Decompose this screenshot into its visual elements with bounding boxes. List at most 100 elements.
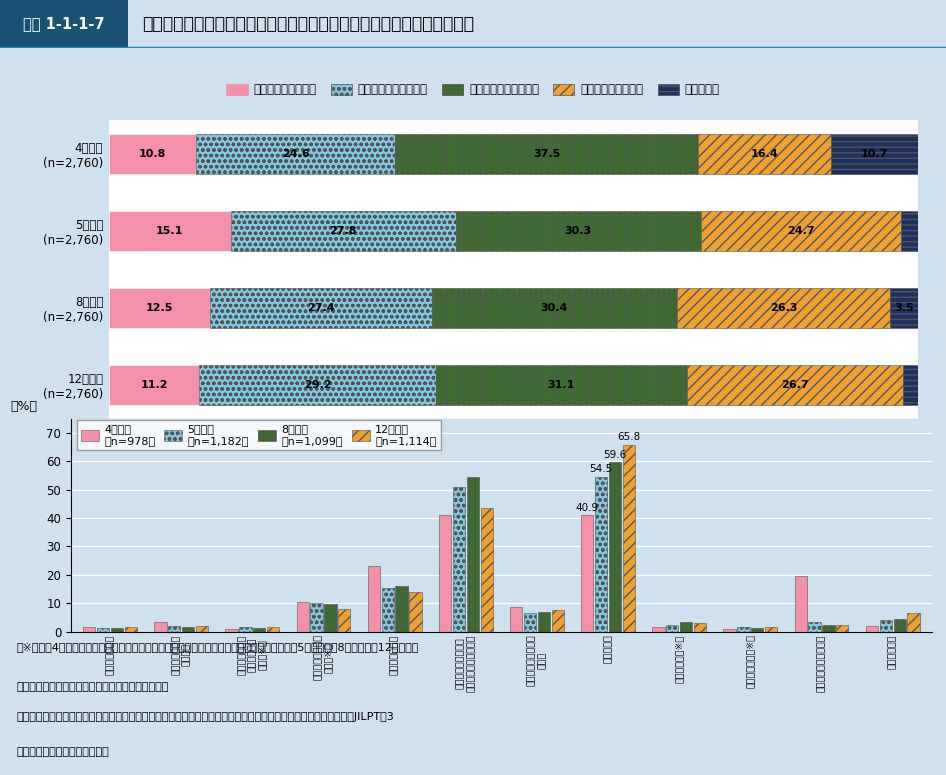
Bar	[410, 592, 422, 632]
Text: 65.8: 65.8	[618, 432, 640, 443]
Bar	[595, 477, 607, 632]
Bar	[324, 604, 337, 632]
Bar	[395, 133, 698, 174]
FancyBboxPatch shape	[0, 0, 128, 48]
Text: 30.3: 30.3	[565, 226, 592, 236]
Bar	[125, 628, 137, 632]
Bar	[890, 288, 919, 328]
Bar	[381, 587, 394, 632]
Bar	[297, 601, 308, 632]
Bar	[111, 629, 123, 632]
Bar	[267, 626, 279, 632]
Text: 27.8: 27.8	[329, 226, 357, 236]
Bar	[97, 629, 109, 632]
Bar	[907, 613, 920, 632]
Bar	[83, 626, 96, 632]
Bar	[466, 477, 479, 632]
Bar	[435, 365, 687, 405]
Text: 11.2: 11.2	[140, 380, 167, 390]
Legend: 4月調査
（n=978）, 5月調査
（n=1,182）, 8月調査
（n=1,099）, 12月調査
（n=1,114）: 4月調査 （n=978）, 5月調査 （n=1,182）, 8月調査 （n=1,…	[77, 420, 441, 450]
Text: 図表 1-1-1-7: 図表 1-1-1-7	[23, 16, 105, 32]
Bar	[880, 620, 892, 632]
Text: 10.8: 10.8	[139, 149, 166, 159]
Bar	[231, 211, 456, 251]
Bar	[239, 628, 252, 632]
Bar	[225, 629, 237, 632]
Bar	[368, 567, 380, 632]
Bar	[196, 626, 208, 632]
Text: 29.2: 29.2	[304, 380, 331, 390]
Text: 26.7: 26.7	[781, 380, 809, 390]
Bar	[832, 133, 918, 174]
Bar	[453, 487, 465, 632]
Bar	[200, 365, 435, 405]
Text: 59.6: 59.6	[604, 450, 626, 460]
Bar	[866, 626, 878, 632]
Bar	[687, 365, 903, 405]
Bar	[609, 462, 622, 632]
Text: 30.4: 30.4	[541, 303, 569, 313]
Text: 新型コロナウイルス感染症に関連した自身の雇用や収入にかかわる影響: 新型コロナウイルス感染症に関連した自身の雇用や収入にかかわる影響	[142, 15, 474, 33]
Bar	[653, 628, 664, 632]
Text: 27.4: 27.4	[307, 303, 335, 313]
Bar	[677, 288, 890, 328]
Bar	[666, 625, 678, 632]
Legend: 大いに影響があった, ある程度影響があった, あまり影響はなかった, 全く影響はなかった, わからない: 大いに影響があった, ある程度影響があった, あまり影響はなかった, 全く影響は…	[221, 79, 725, 101]
Text: 24.6: 24.6	[282, 149, 309, 159]
Text: 37.5: 37.5	[534, 149, 560, 159]
Text: 回）」（一次集計）結果: 回）」（一次集計）結果	[17, 747, 110, 757]
Bar	[795, 577, 807, 632]
Bar	[694, 623, 706, 632]
Bar	[109, 211, 231, 251]
Bar	[698, 133, 832, 174]
Bar	[901, 211, 918, 251]
Text: 12.5: 12.5	[146, 303, 173, 313]
Bar	[109, 365, 200, 405]
Bar	[182, 626, 194, 632]
Text: （※）　「4月調査」では、「当てはまるものがない」との回答が一定程度見られたため、「5月調査」「8月調査」「12月調査」: （※） 「4月調査」では、「当てはまるものがない」との回答が一定程度見られたため…	[17, 642, 419, 653]
Bar	[109, 288, 210, 328]
Bar	[154, 622, 166, 632]
Bar	[481, 508, 493, 632]
Bar	[109, 133, 196, 174]
Bar	[622, 445, 635, 632]
Text: 3.5: 3.5	[895, 303, 914, 313]
Bar	[724, 629, 736, 632]
Bar	[431, 288, 677, 328]
Bar	[439, 515, 451, 632]
Bar	[552, 611, 564, 632]
Bar	[903, 365, 919, 405]
Text: 16.4: 16.4	[751, 149, 779, 159]
Bar	[510, 608, 522, 632]
Bar	[701, 211, 901, 251]
Bar	[809, 622, 821, 632]
Bar	[765, 628, 778, 632]
Bar	[168, 625, 181, 632]
Bar	[680, 622, 692, 632]
Text: 31.1: 31.1	[548, 380, 575, 390]
Text: 54.5: 54.5	[589, 464, 613, 474]
Bar	[395, 586, 408, 632]
Bar	[196, 133, 395, 174]
Bar	[581, 515, 593, 632]
Bar	[737, 628, 749, 632]
Text: 40.9: 40.9	[576, 503, 599, 513]
Text: 24.7: 24.7	[787, 226, 815, 236]
Bar	[456, 211, 701, 251]
Bar	[537, 611, 550, 632]
Bar	[310, 603, 323, 632]
Text: 15.1: 15.1	[156, 226, 184, 236]
Text: 26.3: 26.3	[770, 303, 797, 313]
Bar	[751, 629, 763, 632]
Bar	[339, 609, 350, 632]
Bar	[524, 613, 536, 632]
Bar	[254, 629, 266, 632]
Text: では同調査にない選択肢を追加している。: では同調査にない選択肢を追加している。	[17, 681, 169, 691]
Bar	[210, 288, 431, 328]
Text: 資料：独立行政法人労働政策研究・研修機構「新型コロナウイルス感染拡大の仕事や生活への影響に関する調査（JILPT第3: 資料：独立行政法人労働政策研究・研修機構「新型コロナウイルス感染拡大の仕事や生活…	[17, 712, 394, 722]
Bar	[822, 625, 834, 632]
Bar	[894, 618, 905, 632]
Text: 10.7: 10.7	[861, 149, 888, 159]
Bar	[836, 625, 849, 632]
Text: （%）: （%）	[10, 400, 38, 413]
